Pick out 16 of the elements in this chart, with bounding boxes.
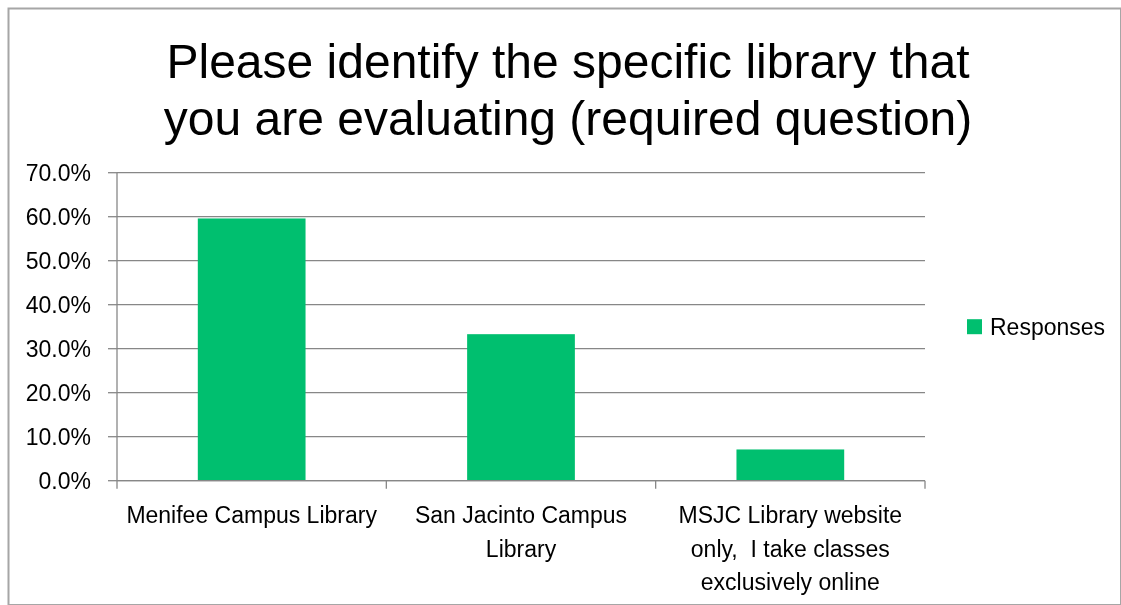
x-tick-label: MSJC Library website only, I take classes exclusively online xyxy=(678,502,903,595)
y-tick-label: 50.0% xyxy=(25,247,91,274)
x-tick-label: Menifee Campus Library xyxy=(126,502,378,528)
legend-label: Responses xyxy=(990,313,1106,340)
bar xyxy=(736,449,845,481)
y-tick-label: 0.0% xyxy=(38,467,91,494)
x-tick-label: San Jacinto Campus Library xyxy=(414,502,628,562)
y-tick-label: 20.0% xyxy=(25,379,91,406)
bar xyxy=(467,334,575,481)
chart-title: Please identify the specific library that you are evaluating (required question) xyxy=(163,35,973,145)
y-tick-label: 30.0% xyxy=(25,335,91,362)
y-tick-label: 70.0% xyxy=(25,159,91,186)
y-tick-label: 10.0% xyxy=(25,423,91,450)
y-tick-label: 40.0% xyxy=(25,291,91,318)
y-tick-label: 60.0% xyxy=(25,203,91,230)
bar xyxy=(197,218,306,481)
